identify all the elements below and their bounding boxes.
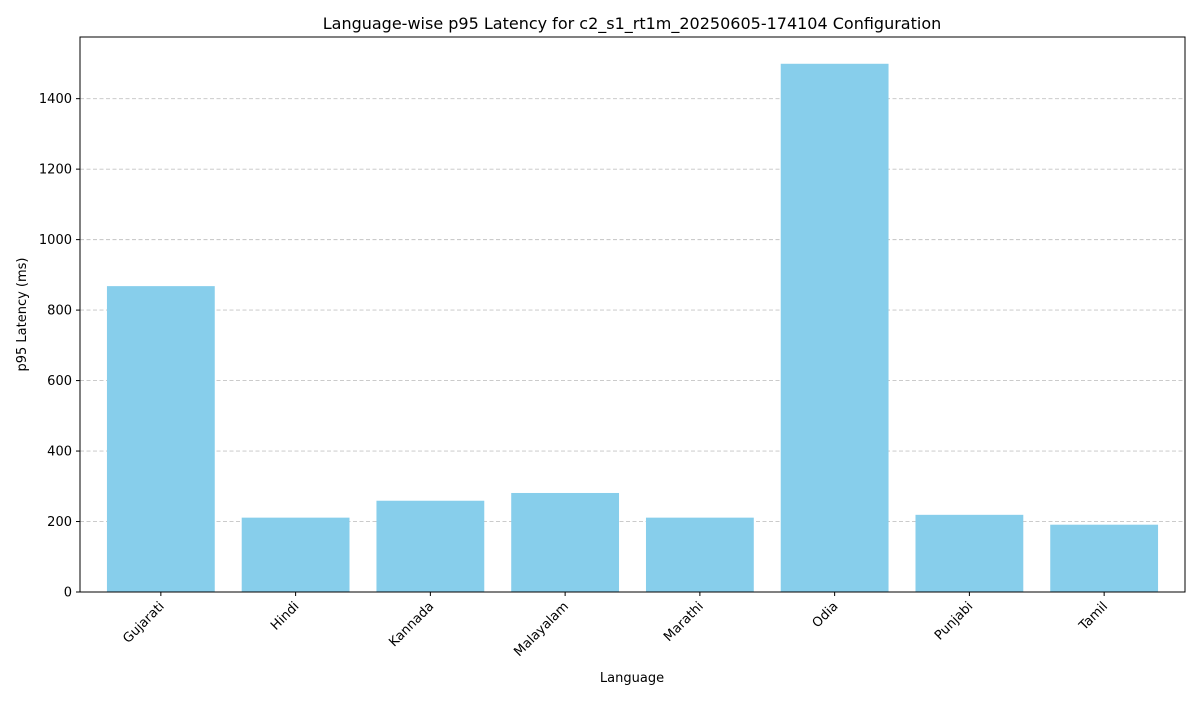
- bar-kannada: [376, 500, 485, 592]
- x-tick-label: Tamil: [1076, 599, 1111, 634]
- x-tick-label: Kannada: [386, 599, 437, 650]
- x-tick-label: Punjabi: [932, 599, 976, 643]
- y-tick-label: 600: [47, 374, 72, 389]
- bar-hindi: [241, 517, 350, 592]
- y-tick-label: 1400: [39, 92, 72, 107]
- x-tick-label: Gujarati: [120, 599, 167, 646]
- x-tick-label: Malayalam: [511, 599, 572, 660]
- y-tick-label: 800: [47, 304, 72, 319]
- bar-gujarati: [106, 286, 215, 592]
- y-tick-label: 1000: [39, 233, 72, 248]
- y-tick-label: 0: [64, 586, 72, 601]
- y-axis-ticks: 0 200 400 600 800 1000 1200 1400: [39, 92, 80, 601]
- gridlines: [80, 98, 1185, 522]
- bar-malayalam: [511, 492, 620, 592]
- x-tick-label: Marathi: [661, 599, 707, 645]
- bar-marathi: [645, 517, 754, 592]
- y-tick-label: 200: [47, 515, 72, 530]
- chart-title: Language-wise p95 Latency for c2_s1_rt1m…: [323, 14, 942, 34]
- x-tick-label: Odia: [810, 599, 842, 631]
- bars: [106, 63, 1159, 593]
- plot-frame: [79, 36, 1186, 593]
- x-tick-label: Hindi: [268, 599, 302, 633]
- y-tick-label: 400: [47, 445, 72, 460]
- bar-odia: [780, 63, 889, 593]
- bar-tamil: [1050, 524, 1159, 592]
- x-axis-label: Language: [600, 671, 664, 686]
- bar-punjabi: [915, 514, 1024, 592]
- x-axis-ticks: Gujarati Hindi Kannada Malayalam Marathi Odia…: [120, 592, 1111, 660]
- y-tick-label: 1200: [39, 163, 72, 178]
- y-axis-label: p95 Latency (ms): [15, 257, 30, 371]
